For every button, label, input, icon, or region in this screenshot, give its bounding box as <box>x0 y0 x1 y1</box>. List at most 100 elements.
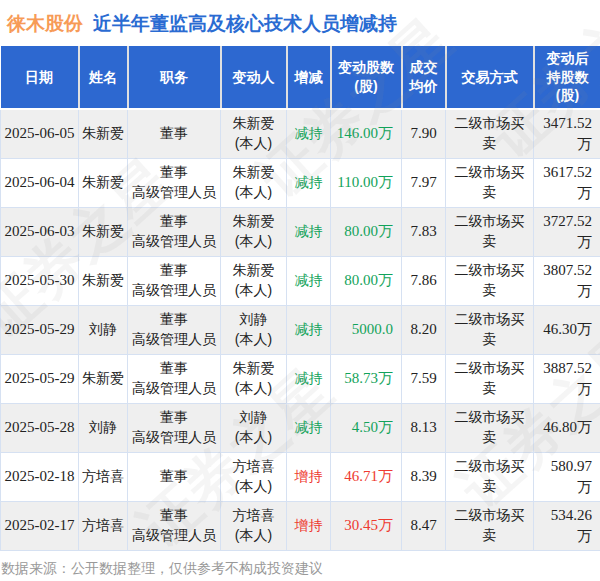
cell-date: 2025-06-04 <box>1 158 79 207</box>
cell-method: 二级市场买卖 <box>446 403 534 452</box>
cell-after: 3617.52万 <box>534 158 600 207</box>
cell-position: 董事 高级管理人员 <box>128 501 221 550</box>
page-title: 徕木股份近半年董监高及核心技术人员增减持 <box>0 0 600 46</box>
cell-method: 二级市场买卖 <box>446 158 534 207</box>
table-header-row: 日期姓名职务变动人增减变动股数 (股)成交 均价交易方式变动后 持股数 (股) <box>1 46 600 109</box>
cell-shares: 80.00万 <box>331 256 402 305</box>
table-row: 2025-06-04朱新爱董事 高级管理人员朱新爱 (本人)减持110.00万7… <box>1 158 600 207</box>
cell-position: 董事 <box>128 452 221 501</box>
cell-avg_price: 8.39 <box>402 452 446 501</box>
col-header-after: 变动后 持股数 (股) <box>534 46 600 109</box>
cell-name: 朱新爱 <box>79 109 128 158</box>
col-header-direction: 增减 <box>287 46 331 109</box>
cell-after: 534.26万 <box>534 501 600 550</box>
cell-after: 46.80万 <box>534 403 600 452</box>
cell-direction: 减持 <box>287 354 331 403</box>
table-row: 2025-05-29刘静董事 高级管理人员刘静 (本人)减持5000.08.20… <box>1 305 600 354</box>
cell-avg_price: 7.86 <box>402 256 446 305</box>
cell-method: 二级市场买卖 <box>446 354 534 403</box>
col-header-date: 日期 <box>1 46 79 109</box>
cell-direction: 减持 <box>287 109 331 158</box>
cell-direction: 减持 <box>287 158 331 207</box>
cell-changer: 朱新爱 (本人) <box>221 158 287 207</box>
cell-after: 3887.52万 <box>534 354 600 403</box>
cell-direction: 减持 <box>287 403 331 452</box>
col-header-position: 职务 <box>128 46 221 109</box>
cell-avg_price: 7.83 <box>402 207 446 256</box>
cell-shares: 4.50万 <box>331 403 402 452</box>
table-row: 2025-06-03朱新爱董事 高级管理人员朱新爱 (本人)减持80.00万7.… <box>1 207 600 256</box>
cell-position: 董事 高级管理人员 <box>128 207 221 256</box>
cell-direction: 减持 <box>287 207 331 256</box>
cell-direction: 增持 <box>287 501 331 550</box>
data-source-note: 数据来源：公开数据整理，仅供参考不构成投资建议 <box>0 560 600 578</box>
cell-avg_price: 8.13 <box>402 403 446 452</box>
cell-shares: 80.00万 <box>331 207 402 256</box>
cell-shares: 5000.0 <box>331 305 402 354</box>
cell-after: 3727.52万 <box>534 207 600 256</box>
cell-changer: 刘静 (本人) <box>221 403 287 452</box>
cell-after: 580.97万 <box>534 452 600 501</box>
cell-name: 朱新爱 <box>79 256 128 305</box>
cell-shares: 30.45万 <box>331 501 402 550</box>
cell-avg_price: 7.90 <box>402 109 446 158</box>
cell-after: 3807.52万 <box>534 256 600 305</box>
table-row: 2025-05-29朱新爱董事 高级管理人员朱新爱 (本人)减持58.73万7.… <box>1 354 600 403</box>
cell-position: 董事 高级管理人员 <box>128 354 221 403</box>
holdings-table: 日期姓名职务变动人增减变动股数 (股)成交 均价交易方式变动后 持股数 (股) … <box>0 46 600 551</box>
stock-name: 徕木股份 <box>7 13 83 34</box>
cell-changer: 朱新爱 (本人) <box>221 207 287 256</box>
cell-method: 二级市场买卖 <box>446 109 534 158</box>
cell-name: 刘静 <box>79 403 128 452</box>
cell-shares: 146.00万 <box>331 109 402 158</box>
title-text: 近半年董监高及核心技术人员增减持 <box>93 13 397 34</box>
cell-method: 二级市场买卖 <box>446 452 534 501</box>
cell-method: 二级市场买卖 <box>446 256 534 305</box>
table-row: 2025-05-28刘静董事 高级管理人员刘静 (本人)减持4.50万8.13二… <box>1 403 600 452</box>
cell-position: 董事 高级管理人员 <box>128 158 221 207</box>
cell-date: 2025-05-29 <box>1 354 79 403</box>
table-row: 2025-02-18方培喜董事方培喜 (本人)增持46.71万8.39二级市场买… <box>1 452 600 501</box>
col-header-shares: 变动股数 (股) <box>331 46 402 109</box>
col-header-name: 姓名 <box>79 46 128 109</box>
cell-changer: 方培喜 (本人) <box>221 501 287 550</box>
cell-date: 2025-02-18 <box>1 452 79 501</box>
cell-changer: 朱新爱 (本人) <box>221 109 287 158</box>
cell-name: 方培喜 <box>79 501 128 550</box>
cell-name: 方培喜 <box>79 452 128 501</box>
cell-name: 朱新爱 <box>79 354 128 403</box>
cell-date: 2025-05-30 <box>1 256 79 305</box>
cell-date: 2025-05-29 <box>1 305 79 354</box>
cell-changer: 刘静 (本人) <box>221 305 287 354</box>
cell-position: 董事 <box>128 109 221 158</box>
cell-shares: 46.71万 <box>331 452 402 501</box>
col-header-method: 交易方式 <box>446 46 534 109</box>
cell-shares: 58.73万 <box>331 354 402 403</box>
cell-name: 朱新爱 <box>79 207 128 256</box>
table-row: 2025-02-17方培喜董事 高级管理人员方培喜 (本人)增持30.45万8.… <box>1 501 600 550</box>
cell-name: 朱新爱 <box>79 158 128 207</box>
col-header-avg_price: 成交 均价 <box>402 46 446 109</box>
cell-position: 董事 高级管理人员 <box>128 305 221 354</box>
cell-avg_price: 7.97 <box>402 158 446 207</box>
cell-changer: 朱新爱 (本人) <box>221 354 287 403</box>
table-row: 2025-05-30朱新爱董事 高级管理人员朱新爱 (本人)减持80.00万7.… <box>1 256 600 305</box>
cell-name: 刘静 <box>79 305 128 354</box>
cell-direction: 减持 <box>287 305 331 354</box>
cell-date: 2025-02-17 <box>1 501 79 550</box>
cell-changer: 朱新爱 (本人) <box>221 256 287 305</box>
cell-after: 46.30万 <box>534 305 600 354</box>
cell-avg_price: 7.59 <box>402 354 446 403</box>
cell-method: 二级市场买卖 <box>446 305 534 354</box>
cell-avg_price: 8.47 <box>402 501 446 550</box>
cell-position: 董事 高级管理人员 <box>128 403 221 452</box>
cell-shares: 110.00万 <box>331 158 402 207</box>
table-row: 2025-06-05朱新爱董事朱新爱 (本人)减持146.00万7.90二级市场… <box>1 109 600 158</box>
cell-date: 2025-06-05 <box>1 109 79 158</box>
cell-method: 二级市场买卖 <box>446 501 534 550</box>
cell-avg_price: 8.20 <box>402 305 446 354</box>
cell-direction: 减持 <box>287 256 331 305</box>
cell-after: 3471.52万 <box>534 109 600 158</box>
cell-changer: 方培喜 (本人) <box>221 452 287 501</box>
cell-position: 董事 高级管理人员 <box>128 256 221 305</box>
